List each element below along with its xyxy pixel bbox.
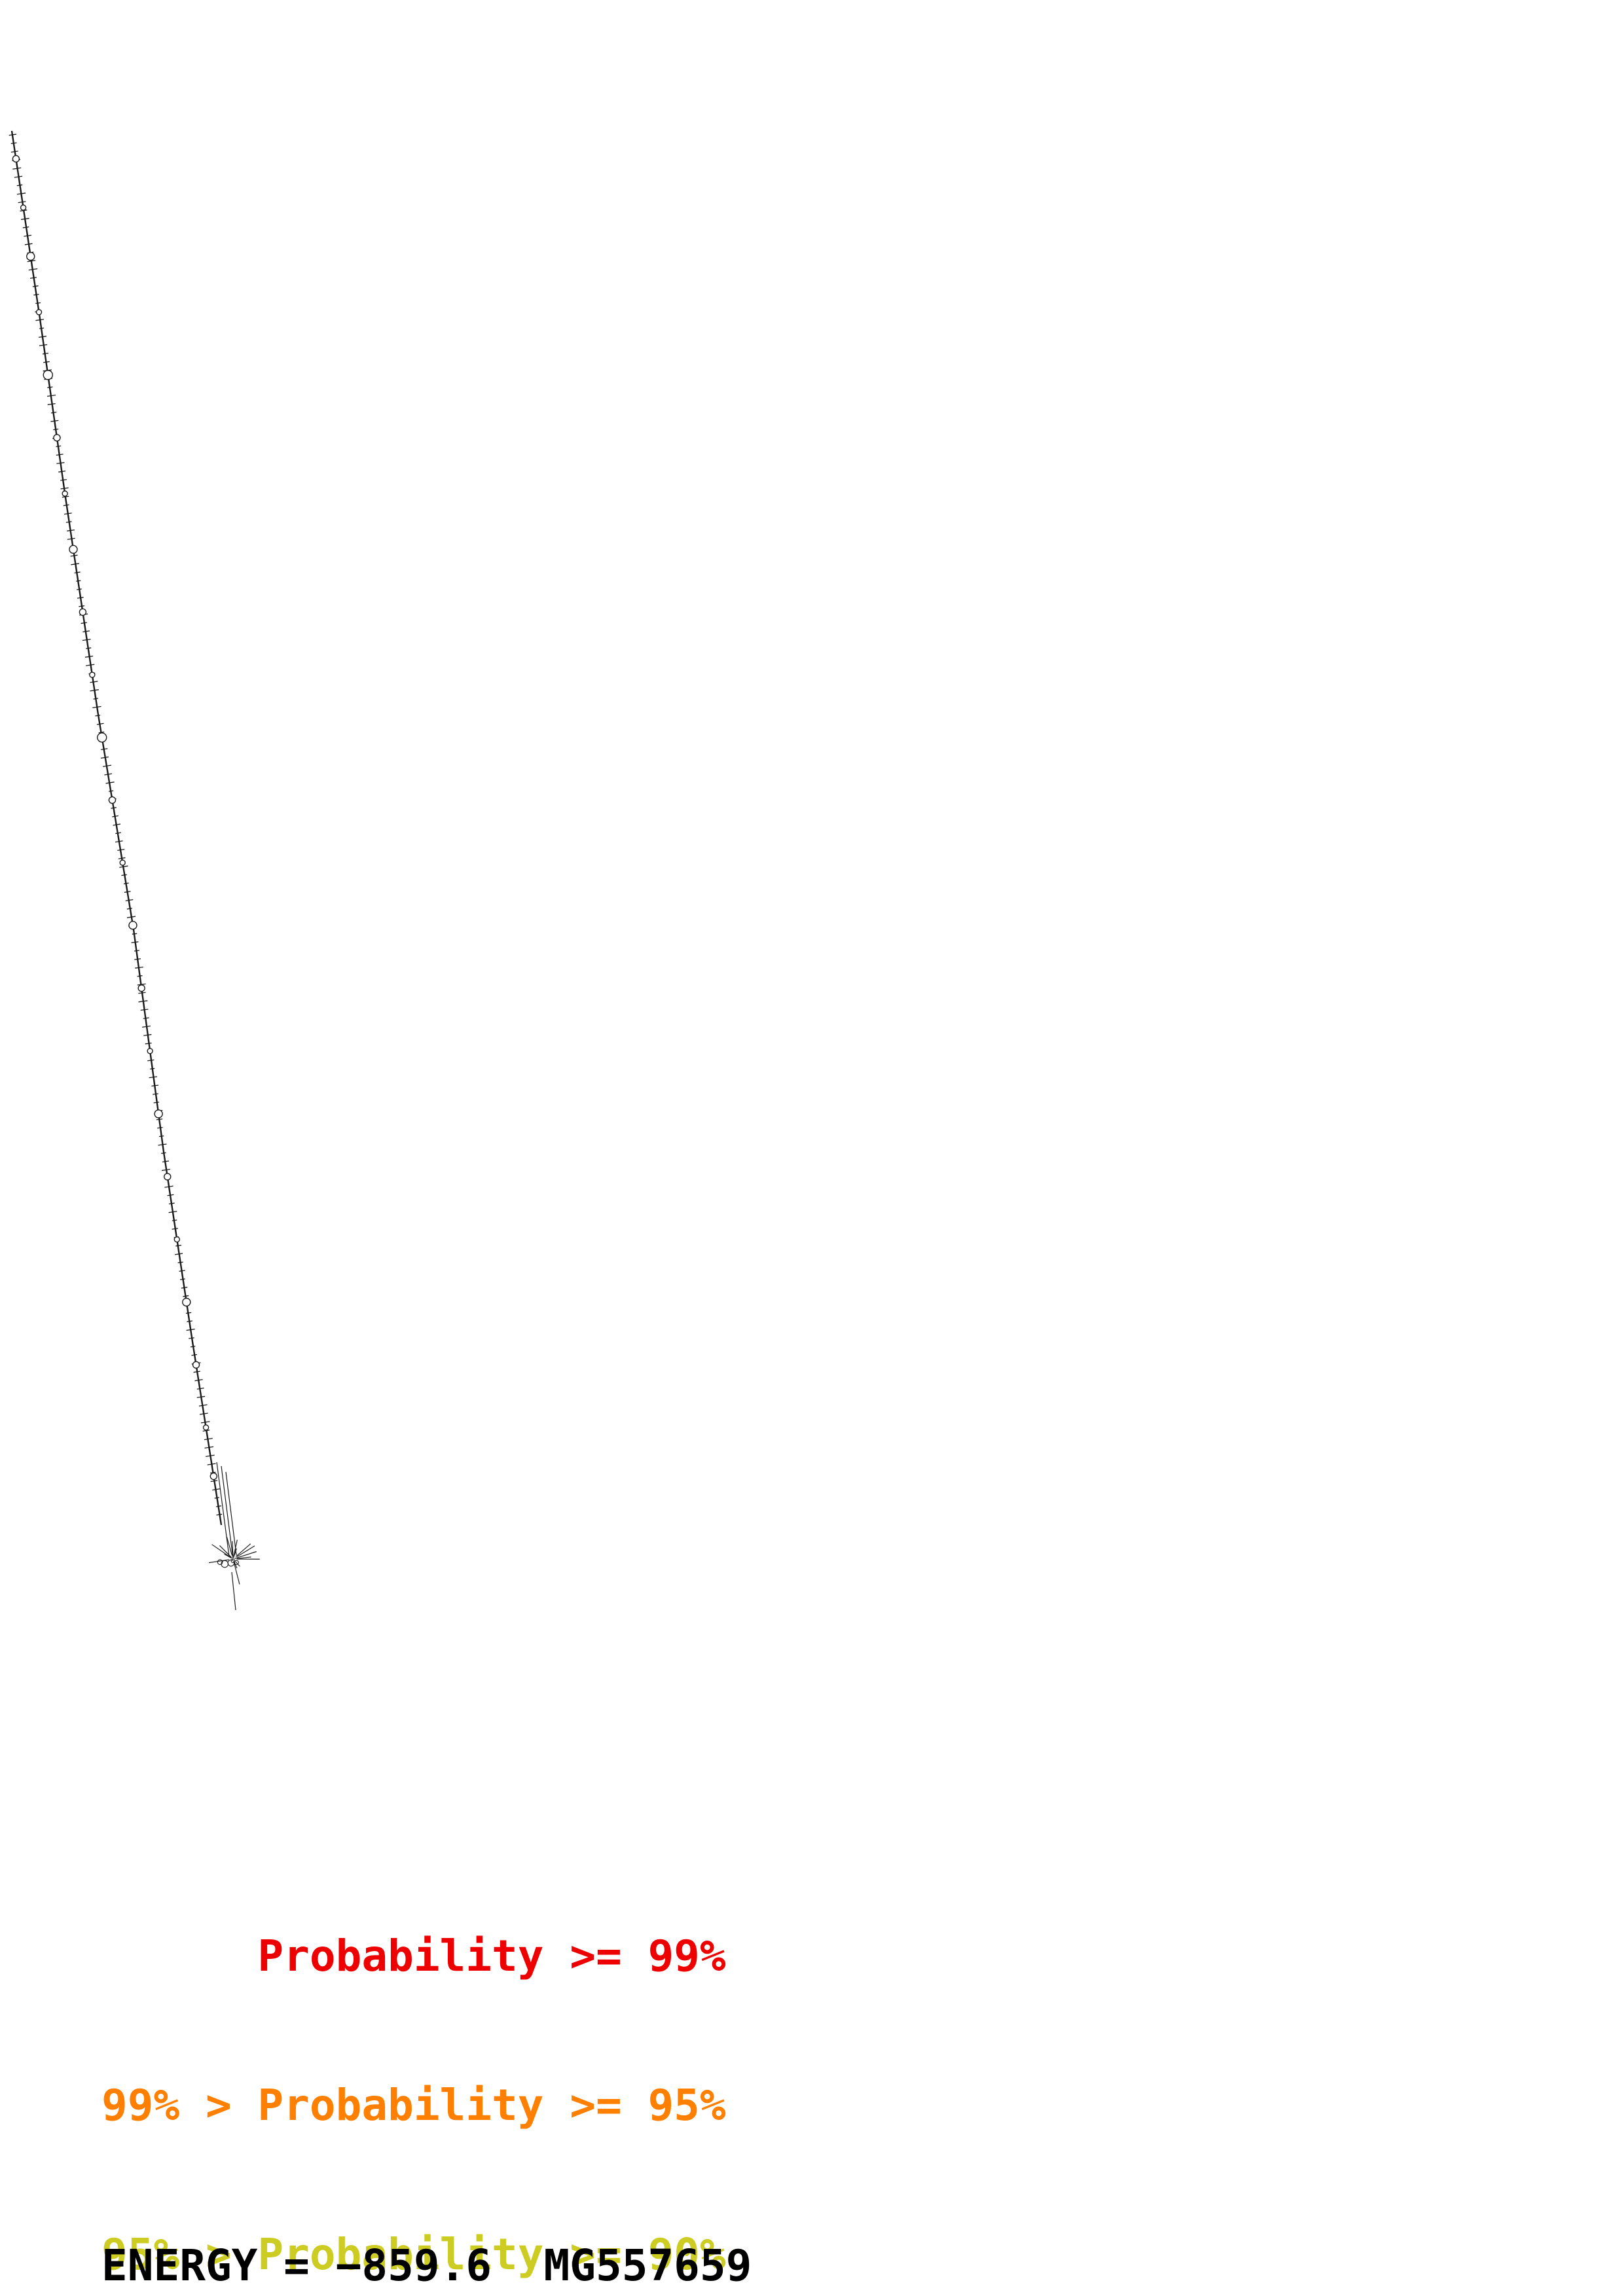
- legend-item-95-99: 99% > Probability >= 95%: [101, 2080, 726, 2130]
- legend-item-90-95: 95% > Probability >= 90%: [101, 2229, 726, 2280]
- legend-item-ge99: Probability >= 99%: [101, 1931, 726, 1981]
- energy-label: ENERGY = −859.6 MG557659: [101, 2240, 752, 2291]
- probability-legend: Probability >= 99% 99% > Probability >= …: [101, 1832, 726, 2296]
